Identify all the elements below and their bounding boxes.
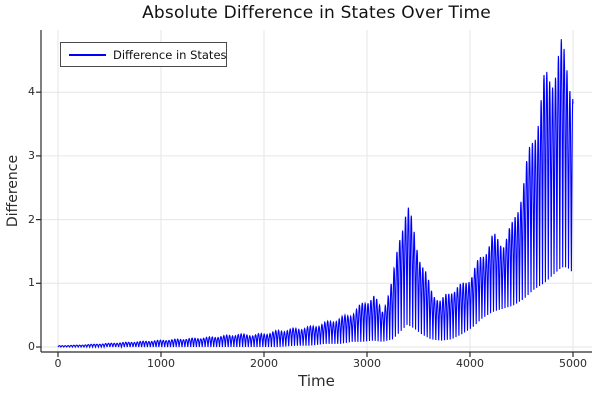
x-tick-label: 5000 (559, 357, 587, 370)
chart-title: Absolute Difference in States Over Time (142, 3, 491, 23)
y-tick-label: 3 (28, 148, 35, 162)
y-tick-label: 0 (28, 340, 35, 353)
legend-line-sample (69, 53, 106, 56)
y-tick-label: 2 (28, 212, 35, 226)
y-tick-label: 1 (28, 276, 35, 290)
legend-series-label: Difference in States (113, 47, 227, 62)
x-tick-label: 0 (54, 357, 62, 370)
y-tick-label: 4 (28, 85, 35, 99)
x-axis-label: Time (298, 372, 335, 390)
x-tick-label: 3000 (353, 357, 381, 370)
difference-line (57, 39, 574, 350)
x-tick-label: 1000 (147, 357, 175, 370)
legend: Difference in States (60, 42, 227, 67)
x-tick-label: 4000 (456, 357, 484, 370)
x-tick-label: 2000 (250, 357, 278, 370)
